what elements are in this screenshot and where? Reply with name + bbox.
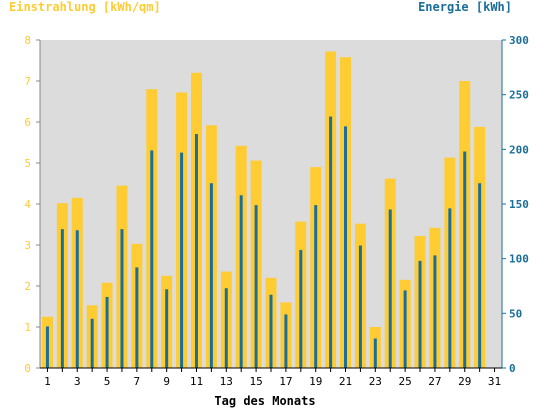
left-tick-label: 3	[24, 239, 31, 252]
right-tick-label: 0	[509, 362, 516, 375]
right-tick-label: 300	[509, 34, 529, 47]
energie-bar-day-26	[418, 260, 422, 368]
x-tick-label: 17	[279, 375, 292, 388]
energie-bar-day-9	[165, 289, 169, 368]
left-axis-title: Einstrahlung [kWh/qm]	[9, 0, 161, 14]
energie-bar-day-30	[478, 183, 482, 368]
energie-bar-day-2	[60, 229, 64, 368]
left-tick-label: 5	[24, 157, 31, 170]
right-axis-title: Energie [kWh]	[418, 0, 512, 14]
x-tick-label: 5	[104, 375, 111, 388]
left-axis-ticks: 0 1 2 3 4 5 6 7 8	[24, 34, 40, 375]
x-tick-label: 11	[190, 375, 203, 388]
x-tick-label: 25	[399, 375, 412, 388]
left-tick-label: 1	[24, 321, 31, 334]
x-tick-label: 21	[339, 375, 352, 388]
energie-bar-day-14	[239, 195, 243, 368]
x-tick-label: 29	[458, 375, 471, 388]
energie-bar-day-10	[180, 152, 184, 368]
right-axis-ticks: 0 50 100 150 200 250 300	[502, 34, 529, 375]
energie-bar-day-8	[150, 150, 154, 368]
right-tick-label: 50	[509, 307, 522, 320]
energie-bar-day-27	[433, 255, 437, 368]
energie-bar-day-29	[463, 151, 467, 368]
right-tick-label: 100	[509, 253, 529, 266]
left-tick-label: 4	[24, 198, 31, 211]
energie-bar-day-22	[358, 245, 362, 368]
x-tick-label: 31	[488, 375, 501, 388]
x-tick-label: 27	[428, 375, 441, 388]
x-axis-ticks: 1 3 5 7 9 11 13 15 17 19 21 23 25 27 29 31	[44, 368, 501, 388]
left-tick-label: 8	[24, 34, 31, 47]
energie-bar-day-4	[90, 318, 94, 368]
x-tick-label: 7	[134, 375, 141, 388]
energie-bar-day-3	[75, 230, 79, 368]
x-tick-label: 3	[74, 375, 81, 388]
x-tick-label: 23	[369, 375, 382, 388]
x-axis-title: Tag des Monats	[214, 394, 315, 408]
energie-bar-day-21	[344, 126, 348, 368]
right-tick-label: 250	[509, 89, 529, 102]
x-tick-label: 9	[163, 375, 170, 388]
energie-bars	[45, 116, 482, 369]
energie-bar-day-24	[388, 209, 392, 368]
left-tick-label: 0	[24, 362, 31, 375]
energie-bar-day-7	[135, 267, 139, 368]
energie-bar-day-25	[403, 290, 407, 368]
energie-bar-day-6	[120, 229, 124, 368]
energie-bar-day-20	[329, 116, 333, 369]
energie-bar-day-15	[254, 205, 258, 368]
x-tick-label: 1	[44, 375, 51, 388]
energie-bar-day-11	[194, 134, 198, 368]
energie-bar-day-12	[209, 183, 213, 368]
energie-bar-day-16	[269, 294, 273, 368]
left-tick-label: 7	[24, 75, 31, 88]
energie-bar-day-23	[373, 338, 377, 368]
energie-bar-day-1	[45, 326, 49, 368]
energie-bar-day-5	[105, 296, 109, 368]
energie-bar-day-13	[224, 288, 228, 368]
x-tick-label: 13	[220, 375, 233, 388]
energie-bar-day-17	[284, 314, 288, 368]
left-tick-label: 6	[24, 116, 31, 129]
x-tick-label: 15	[249, 375, 262, 388]
right-tick-label: 200	[509, 143, 529, 156]
energie-bar-day-28	[448, 208, 452, 368]
energie-bar-day-18	[299, 249, 303, 368]
energie-bar-day-19	[314, 205, 318, 368]
x-tick-label: 19	[309, 375, 322, 388]
left-tick-label: 2	[24, 280, 31, 293]
right-tick-label: 150	[509, 198, 529, 211]
